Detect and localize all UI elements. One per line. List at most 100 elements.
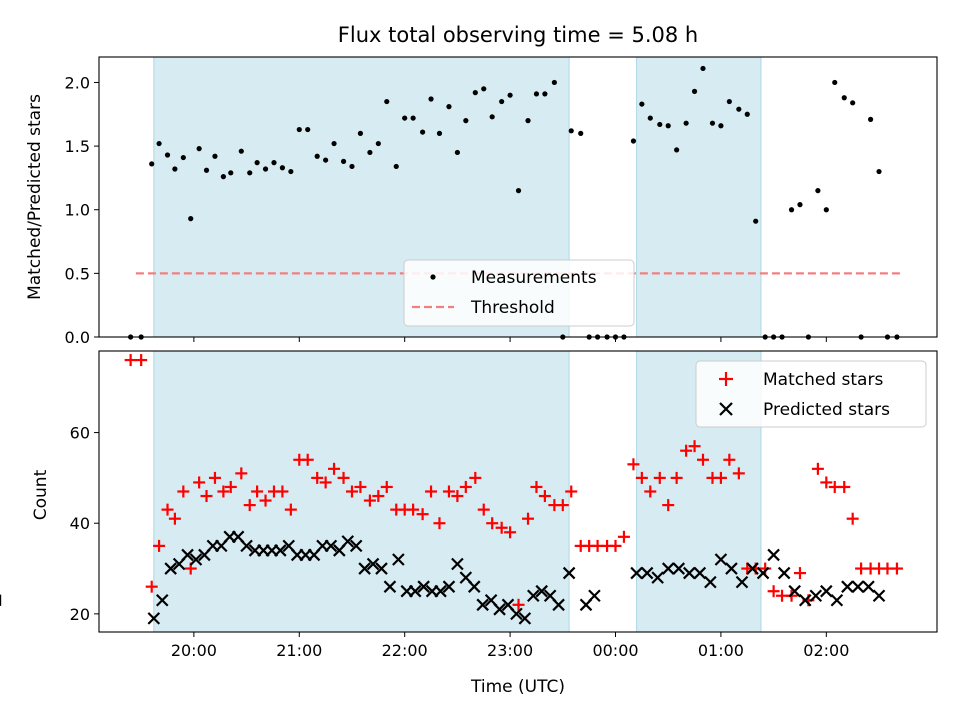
measurement-point xyxy=(542,91,548,97)
matched-stars-point xyxy=(345,485,358,498)
y-tick-label: 0.0 xyxy=(65,328,90,347)
x-tick-label: 00:00 xyxy=(592,641,638,660)
matched-stars-point xyxy=(890,562,903,575)
measurement-point xyxy=(279,165,286,171)
predicted-stars-point xyxy=(535,584,548,598)
predicted-stars-point xyxy=(181,548,194,562)
measurement-point xyxy=(674,147,680,153)
top-y-axis-label: Matched/Predicted stars xyxy=(25,94,45,300)
measurement-point xyxy=(683,120,689,126)
measurement-point xyxy=(876,168,882,175)
measurement-point xyxy=(375,140,381,147)
measurement-point xyxy=(691,88,698,94)
matched-stars-point xyxy=(565,485,578,498)
matched-stars-point xyxy=(200,490,213,503)
measurement-point xyxy=(228,170,234,176)
matched-stars-point xyxy=(556,499,569,512)
predicted-stars-point xyxy=(714,553,728,566)
predicted-stars-point xyxy=(672,562,686,575)
legend-frame xyxy=(403,259,635,327)
x-axis-label: Time (UTC) xyxy=(470,677,565,697)
predicted-stars-point xyxy=(630,566,643,580)
matched-stars-point xyxy=(161,503,174,516)
predicted-legend-label: Predicted stars xyxy=(763,400,890,420)
measurement-point xyxy=(254,160,260,166)
matched-stars-point xyxy=(276,485,289,498)
measurement-point xyxy=(481,86,487,92)
matched-stars-point xyxy=(363,494,376,507)
predicted-stars-point xyxy=(704,575,717,589)
measurement-point xyxy=(841,95,847,101)
predicted-stars-point xyxy=(341,535,355,548)
x-tick-label: 21:00 xyxy=(276,641,322,660)
measurement-point xyxy=(420,129,426,135)
matched-stars-point xyxy=(425,485,438,498)
x-tick-label: 22:00 xyxy=(382,641,428,660)
measurement-point xyxy=(515,188,522,194)
predicted-stars-point xyxy=(777,566,791,580)
predicted-legend-marker xyxy=(719,402,733,416)
predicted-stars-point xyxy=(588,589,601,603)
matched-stars-point xyxy=(459,480,472,493)
ratio-legend: Measurements Threshold xyxy=(403,259,635,327)
matched-stars-point xyxy=(732,467,745,480)
measurement-point xyxy=(533,91,540,97)
measurement-point xyxy=(314,153,320,159)
matched-stars-point xyxy=(696,453,709,466)
predicted-stars-point xyxy=(683,566,696,580)
measurement-point xyxy=(709,120,716,126)
matched-stars-point xyxy=(670,471,683,484)
x-tick-label: 02:00 xyxy=(803,641,849,660)
y-tick-label: 2.0 xyxy=(65,73,90,92)
matched-legend-marker xyxy=(719,372,733,386)
predicted-stars-point xyxy=(442,580,456,593)
threshold-legend-label: Threshold xyxy=(470,298,555,318)
y-tick-label: 1.0 xyxy=(65,201,90,220)
measurement-point xyxy=(499,98,505,105)
x-tick-label: 20:00 xyxy=(171,641,217,660)
measurement-point xyxy=(578,130,584,136)
count-legend: Matched stars Predicted stars xyxy=(695,360,927,428)
predicted-stars-point xyxy=(240,539,253,553)
predicted-stars-point xyxy=(189,553,203,566)
measurement-point xyxy=(323,157,329,163)
measurements-legend-marker xyxy=(430,274,436,280)
measurement-point xyxy=(296,126,302,133)
predicted-stars-point xyxy=(147,612,161,625)
measurement-point xyxy=(220,174,226,180)
predicted-stars-point xyxy=(451,557,464,571)
predicted-stars-point xyxy=(640,566,654,580)
measurement-point xyxy=(867,116,874,122)
matched-stars-point xyxy=(153,539,166,552)
predicted-stars-point xyxy=(434,584,447,598)
x-tick-label: 23:00 xyxy=(487,641,533,660)
matched-stars-point xyxy=(627,458,640,471)
predicted-stars-point xyxy=(383,580,397,593)
measurement-point xyxy=(472,90,478,96)
matched-stars-point xyxy=(442,485,455,498)
matched-stars-point xyxy=(838,480,851,493)
matched-stars-point xyxy=(530,480,543,493)
matched-stars-point xyxy=(451,490,464,503)
matched-stars-point xyxy=(504,526,517,539)
measurement-point xyxy=(700,65,706,72)
matched-stars-point xyxy=(653,471,666,484)
measurement-point xyxy=(832,79,838,86)
matched-stars-point xyxy=(124,354,137,367)
predicted-stars-point xyxy=(788,584,801,598)
predicted-stars-point xyxy=(735,575,749,589)
matched-stars-point xyxy=(372,490,385,503)
matched-stars-point xyxy=(407,503,420,516)
predicted-stars-point xyxy=(392,553,405,566)
measurement-point xyxy=(238,148,244,154)
predicted-stars-point xyxy=(756,566,770,580)
measurement-point xyxy=(180,154,186,161)
measurements-legend-label: Measurements xyxy=(471,268,597,288)
matched-stars-point xyxy=(723,453,736,466)
ratio-axes-frame xyxy=(98,56,938,338)
measurement-point xyxy=(149,161,155,167)
matched-stars-point xyxy=(486,517,499,530)
matched-stars-point xyxy=(224,480,237,493)
predicted-stars-point xyxy=(820,584,833,598)
